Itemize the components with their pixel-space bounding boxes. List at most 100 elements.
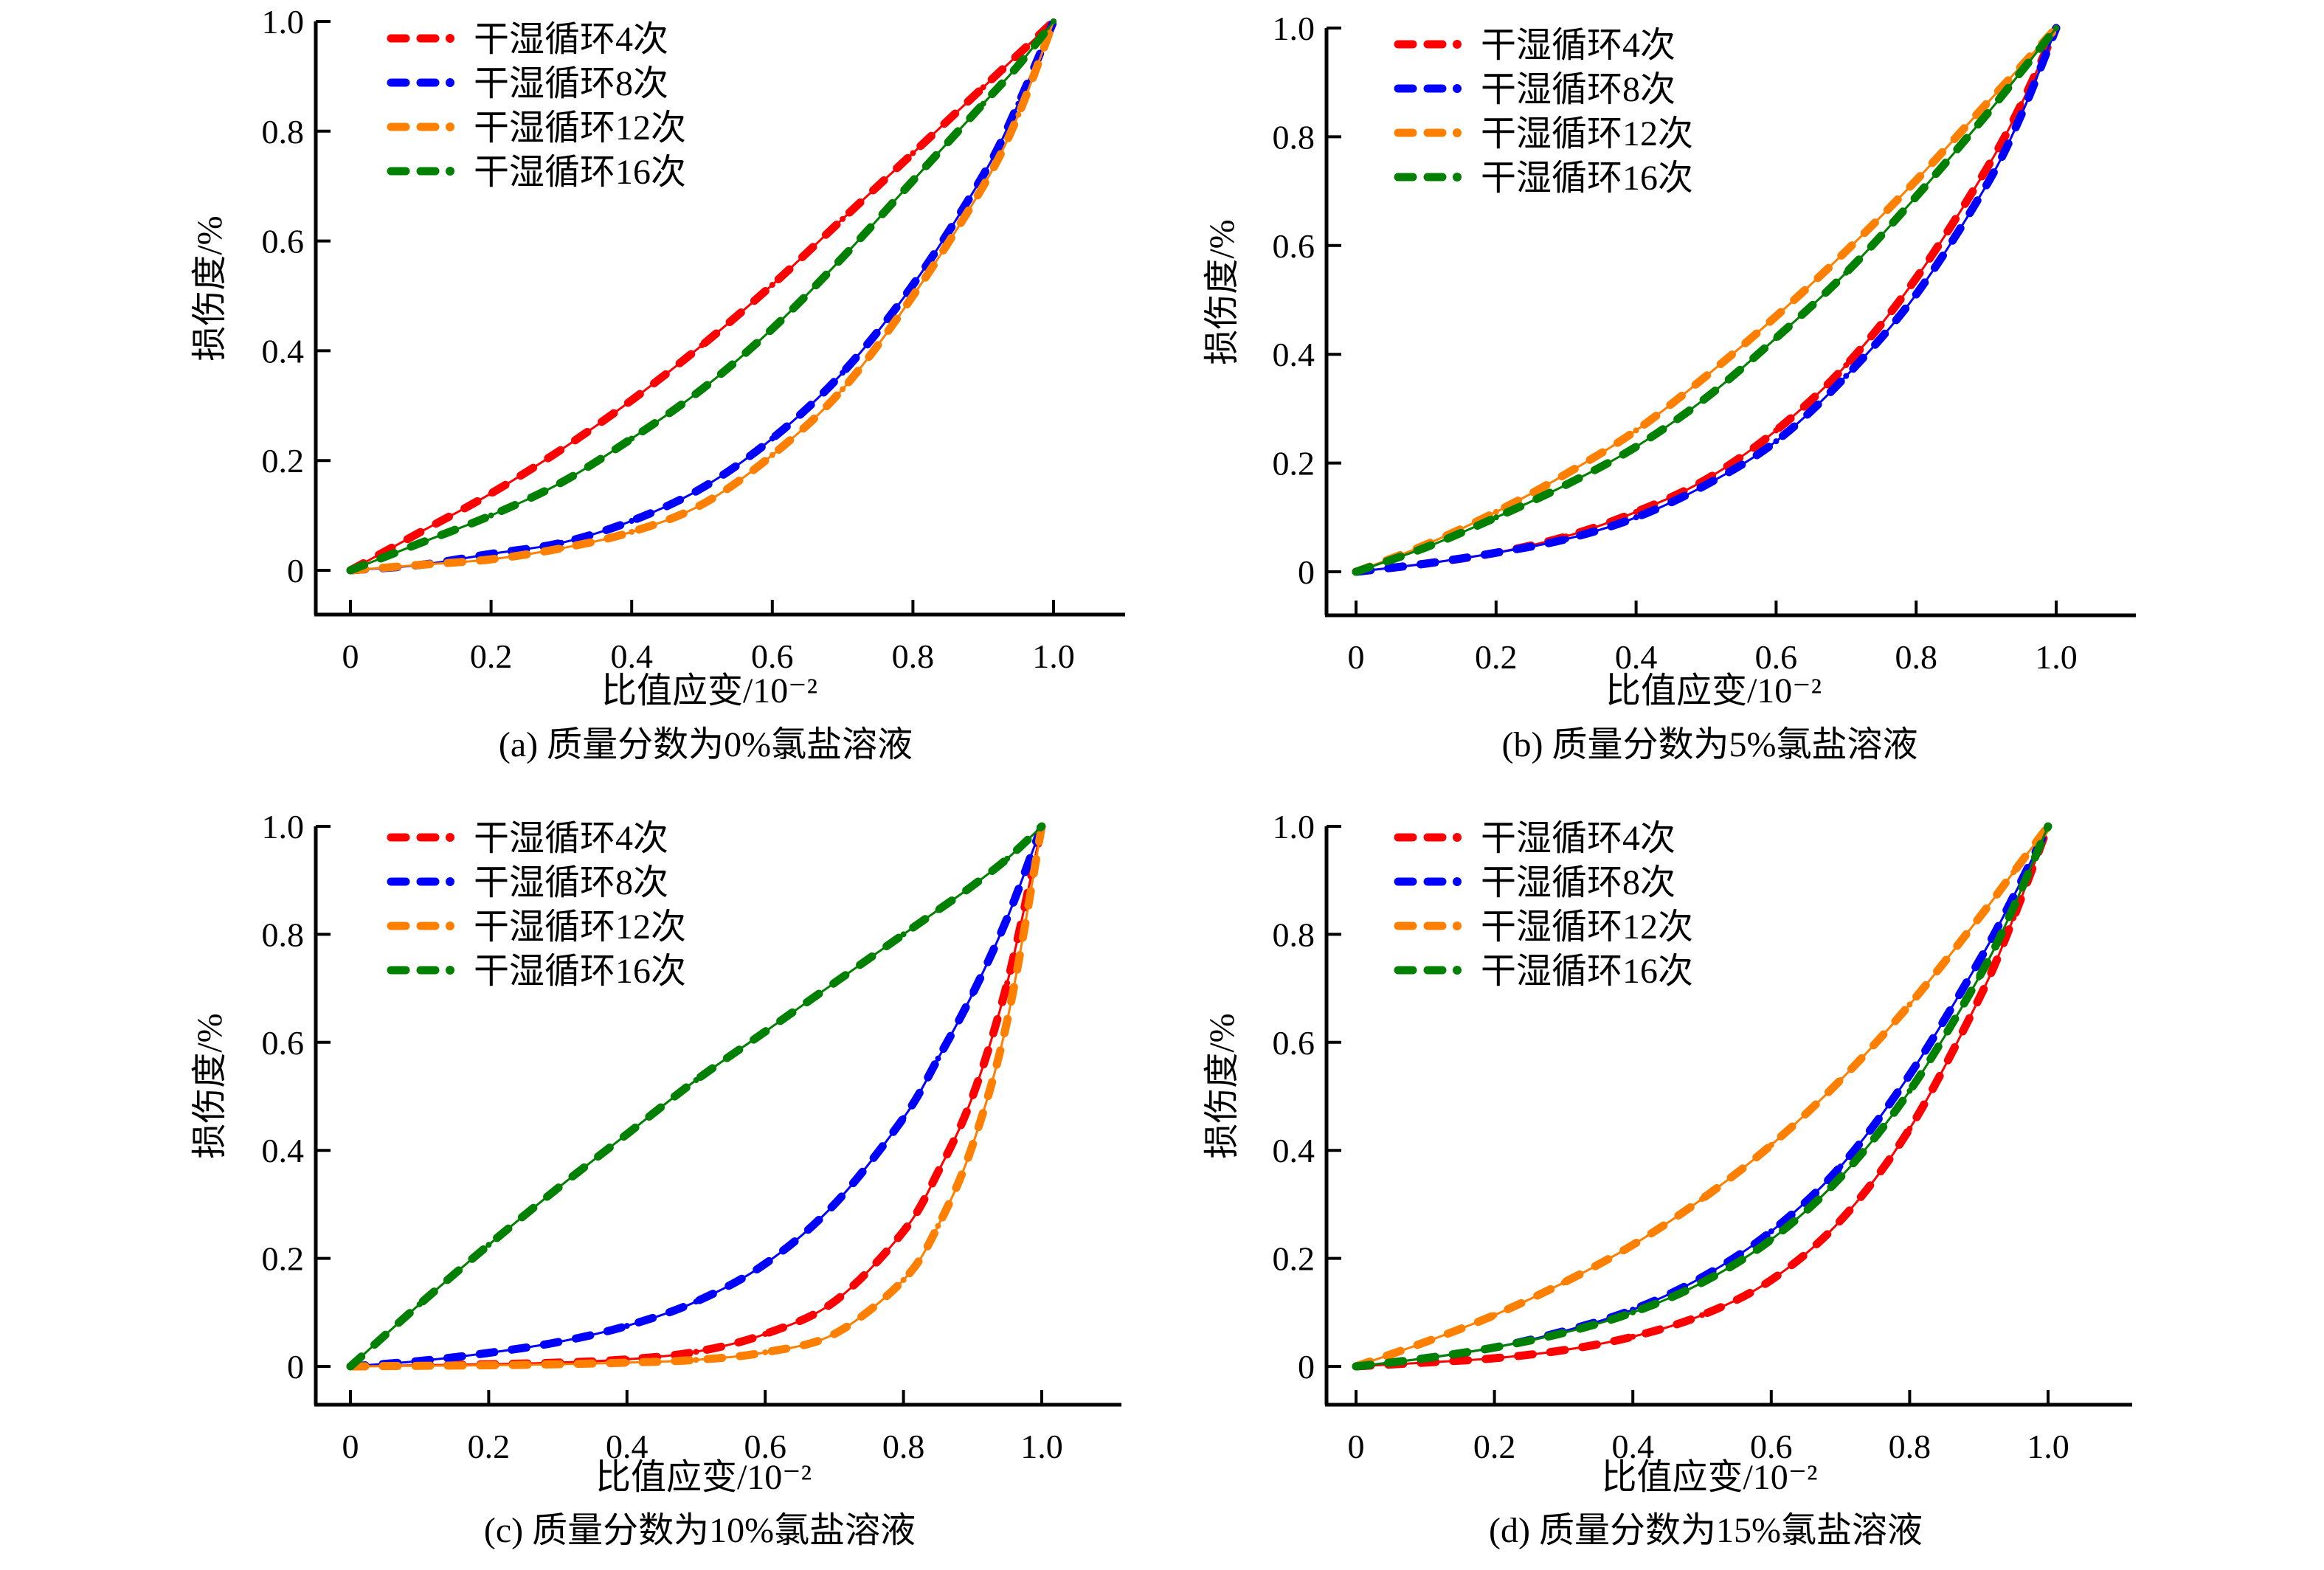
series-dashed-line bbox=[346, 822, 1046, 1371]
legend-item: 干湿循环16次 bbox=[387, 153, 686, 192]
data-point bbox=[1913, 291, 1920, 298]
panel-c: 0 0.2 0.4 0.6 0.8 1.0 0 0.2 0.4 0.6 0.8 1.0 损伤度/% 比值应… bbox=[190, 808, 1121, 1550]
legend-item: 干湿循环4次 bbox=[1394, 819, 1675, 858]
data-point bbox=[831, 980, 837, 986]
data-point bbox=[980, 172, 986, 179]
legend-item: 干湿循环8次 bbox=[387, 863, 668, 902]
data-point bbox=[699, 342, 705, 348]
series-dashed-line bbox=[346, 822, 1046, 1371]
y-tick-label: 0.4 bbox=[1273, 1132, 1315, 1169]
legend-swatch-dot bbox=[446, 833, 454, 842]
data-point bbox=[347, 567, 353, 573]
data-point bbox=[900, 1228, 907, 1234]
x-tick-label: 0 bbox=[342, 637, 359, 675]
y-axis-title: 损伤度/% bbox=[1203, 219, 1242, 364]
data-point bbox=[1843, 248, 1850, 255]
legend-swatch-dot bbox=[1453, 833, 1462, 842]
data-point bbox=[1703, 373, 1709, 379]
data-point bbox=[2018, 68, 2024, 75]
data-point bbox=[1843, 373, 1850, 379]
series-2 bbox=[1352, 822, 2052, 1371]
data-point bbox=[762, 1331, 769, 1338]
legend-label: 干湿循环8次 bbox=[1481, 863, 1675, 902]
data-point bbox=[623, 1323, 630, 1329]
y-axis-title: 损伤度/% bbox=[190, 1013, 229, 1158]
data-point bbox=[900, 1115, 907, 1121]
x-tick-label: 1.0 bbox=[1020, 1428, 1063, 1465]
data-point bbox=[900, 931, 907, 938]
data-point bbox=[1422, 1355, 1428, 1362]
y-tick-label: 0 bbox=[1298, 1348, 1315, 1386]
y-tick-label: 0.6 bbox=[1273, 1024, 1315, 1062]
data-point bbox=[1630, 1309, 1636, 1315]
data-point bbox=[1422, 1339, 1428, 1346]
y-tick-label: 1.0 bbox=[1273, 808, 1315, 845]
legend-label: 干湿循环4次 bbox=[1481, 819, 1675, 858]
x-tick-label: 0.8 bbox=[1889, 1428, 1932, 1465]
x-tick-label: 0.8 bbox=[892, 637, 935, 675]
y-tick-label: 1.0 bbox=[1273, 10, 1315, 47]
y-tick-label: 0 bbox=[287, 1348, 304, 1386]
data-point bbox=[2010, 904, 2017, 910]
y-axis-title: 损伤度/% bbox=[190, 215, 229, 361]
data-point bbox=[629, 528, 635, 535]
data-point bbox=[769, 282, 775, 288]
series-4 bbox=[1352, 822, 2052, 1371]
panel-caption: (b) 质量分数为5%氯盐溶液 bbox=[1502, 725, 1918, 764]
y-tick-label: 0.2 bbox=[1273, 1240, 1315, 1278]
legend-item: 干湿循环8次 bbox=[387, 64, 668, 103]
data-point bbox=[969, 1093, 976, 1099]
x-tick-label: 0.6 bbox=[751, 637, 794, 675]
legend-label: 干湿循环12次 bbox=[1481, 114, 1693, 153]
legend-item: 干湿循环12次 bbox=[387, 108, 686, 148]
y-tick-label: 0.2 bbox=[262, 442, 305, 480]
data-point bbox=[1843, 362, 1850, 368]
legend-swatch-dot bbox=[446, 877, 454, 886]
legend-label: 干湿循环16次 bbox=[474, 952, 686, 991]
data-point bbox=[418, 539, 424, 546]
data-point bbox=[762, 1260, 769, 1267]
panel-a: 0 0.2 0.4 0.6 0.8 1.0 0 0.2 0.4 0.6 0.8 1.0 损伤度/% 比值应… bbox=[190, 3, 1125, 764]
data-point bbox=[1837, 1217, 1844, 1224]
legend-item: 干湿循环12次 bbox=[387, 907, 686, 947]
legend-item: 干湿循环8次 bbox=[1394, 863, 1675, 902]
series-dashed-line bbox=[346, 822, 1046, 1371]
data-point bbox=[1983, 182, 1990, 189]
data-point bbox=[1976, 974, 1982, 981]
data-point bbox=[1976, 915, 1982, 921]
y-tick-label: 0.8 bbox=[1273, 916, 1315, 953]
data-point bbox=[1633, 508, 1639, 515]
data-point bbox=[418, 528, 424, 535]
data-point bbox=[910, 177, 916, 184]
series-dashed-line bbox=[346, 17, 1058, 575]
legend-label: 干湿循环8次 bbox=[1481, 70, 1675, 109]
data-point bbox=[485, 1362, 492, 1369]
data-point bbox=[1633, 443, 1639, 450]
legend-swatch-dot bbox=[1453, 84, 1462, 93]
data-point bbox=[629, 397, 635, 404]
data-point bbox=[2045, 823, 2051, 829]
x-tick-label: 0.6 bbox=[1755, 638, 1798, 676]
data-point bbox=[1493, 508, 1499, 515]
data-point bbox=[1051, 18, 1056, 24]
legend-swatch-dot bbox=[1453, 40, 1462, 49]
y-tick-label: 1.0 bbox=[262, 3, 305, 41]
data-point bbox=[1773, 313, 1780, 319]
data-point bbox=[1560, 1279, 1567, 1286]
legend-label: 干湿循环12次 bbox=[474, 907, 686, 947]
legend-swatch-dot bbox=[1453, 173, 1462, 181]
x-axis-title: 比值应变/10⁻² bbox=[595, 1458, 812, 1497]
data-point bbox=[1560, 1347, 1567, 1354]
data-point bbox=[1906, 1125, 1913, 1132]
data-point bbox=[1906, 1071, 1913, 1078]
series-4 bbox=[1352, 24, 2061, 576]
x-tick-label: 0.6 bbox=[744, 1428, 786, 1465]
series-dashed-line bbox=[346, 17, 1058, 575]
data-point bbox=[416, 1363, 423, 1369]
data-point bbox=[762, 1349, 769, 1355]
data-point bbox=[1015, 111, 1022, 118]
legend-swatch-dot bbox=[1453, 128, 1462, 137]
data-point bbox=[488, 512, 494, 519]
series-2 bbox=[1352, 24, 2061, 576]
legend-swatch-dot bbox=[446, 167, 454, 176]
